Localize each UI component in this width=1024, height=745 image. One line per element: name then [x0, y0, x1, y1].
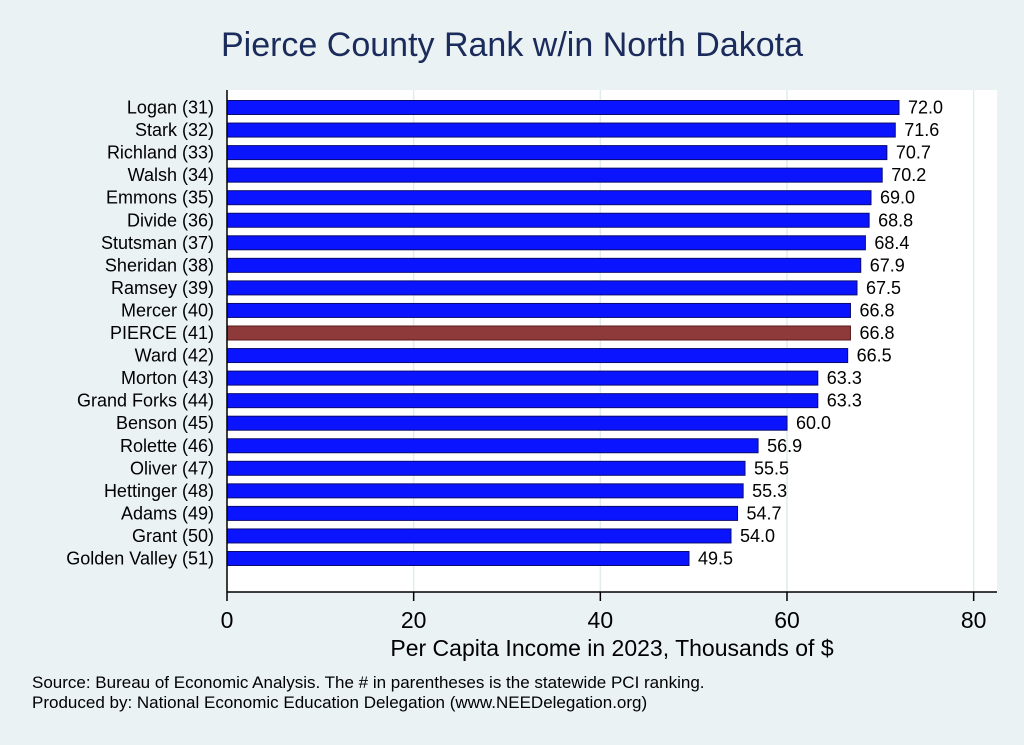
- bar: [226, 438, 759, 454]
- category-label: Stark (32): [135, 120, 214, 140]
- bar-highlight: [226, 325, 851, 341]
- bar: [226, 167, 883, 183]
- x-axis-label: Per Capita Income in 2023, Thousands of …: [390, 635, 833, 661]
- category-label: Grant (50): [132, 526, 214, 546]
- x-tick-label: 40: [588, 607, 614, 633]
- category-label: Benson (45): [116, 413, 214, 433]
- category-label: Golden Valley (51): [66, 549, 214, 569]
- value-label: 67.5: [866, 278, 901, 298]
- value-label: 56.9: [767, 436, 802, 456]
- category-label: Logan (31): [127, 98, 214, 118]
- category-label: Grand Forks (44): [77, 391, 214, 411]
- bar: [226, 145, 888, 161]
- value-label: 68.4: [874, 233, 909, 253]
- value-label: 69.0: [880, 188, 915, 208]
- bar: [226, 551, 690, 566]
- x-tick-label: 80: [961, 607, 987, 633]
- bar: [226, 257, 862, 273]
- value-label: 70.2: [891, 165, 926, 185]
- value-label: 66.8: [859, 323, 894, 343]
- bar: [226, 393, 819, 409]
- producer-note: Produced by: National Economic Education…: [32, 693, 648, 712]
- value-label: 63.3: [827, 391, 862, 411]
- category-label: Rolette (46): [120, 436, 214, 456]
- bar: [226, 348, 849, 364]
- source-note: Source: Bureau of Economic Analysis. The…: [32, 673, 705, 692]
- category-label: Adams (49): [121, 503, 214, 523]
- chart-title: Pierce County Rank w/in North Dakota: [220, 26, 804, 64]
- value-label: 60.0: [796, 413, 831, 433]
- bar: [226, 235, 866, 251]
- category-label: Mercer (40): [121, 300, 214, 320]
- value-label: 72.0: [908, 98, 943, 118]
- bar: [226, 483, 744, 499]
- bar: [226, 505, 739, 521]
- bar: [226, 415, 788, 431]
- category-label: Emmons (35): [106, 188, 214, 208]
- bar: [226, 190, 872, 206]
- category-label: Oliver (47): [130, 458, 214, 478]
- category-label: Hettinger (48): [104, 481, 214, 501]
- bar: [226, 370, 819, 386]
- value-label: 70.7: [896, 143, 931, 163]
- bars: [226, 100, 900, 566]
- value-label: 49.5: [698, 549, 733, 569]
- x-tick-label: 0: [221, 607, 234, 633]
- value-label: 66.5: [857, 346, 892, 366]
- value-label: 54.7: [747, 503, 782, 523]
- value-label: 71.6: [904, 120, 939, 140]
- category-label: Ramsey (39): [111, 278, 214, 298]
- category-label: Ward (42): [135, 346, 214, 366]
- category-label: Sheridan (38): [105, 255, 214, 275]
- bar: [226, 122, 896, 138]
- category-label: Morton (43): [121, 368, 214, 388]
- category-label: Walsh (34): [128, 165, 214, 185]
- value-label: 63.3: [827, 368, 862, 388]
- x-tick-label: 60: [774, 607, 800, 633]
- category-label: PIERCE (41): [110, 323, 214, 343]
- bar: [226, 280, 858, 296]
- value-labels: 72.071.670.770.269.068.868.467.967.566.8…: [698, 98, 943, 569]
- category-labels: Logan (31)Stark (32) Richland (33)Walsh (…: [66, 98, 214, 569]
- value-label: 54.0: [740, 526, 775, 546]
- x-axis: 0 20 40 60 80: [221, 90, 997, 633]
- value-label: 55.5: [754, 458, 789, 478]
- bar: [226, 302, 851, 318]
- value-label: 68.8: [878, 210, 913, 230]
- bar: [226, 460, 746, 476]
- value-label: 55.3: [752, 481, 787, 501]
- category-label: Richland (33): [107, 143, 214, 163]
- x-tick-label: 20: [401, 607, 427, 633]
- category-label: Divide (36): [127, 210, 214, 230]
- value-label: 66.8: [859, 300, 894, 320]
- category-label: Stutsman (37): [101, 233, 214, 253]
- value-label: 67.9: [870, 255, 905, 275]
- bar: [226, 528, 732, 544]
- bar: [226, 100, 900, 115]
- bar: [226, 212, 870, 228]
